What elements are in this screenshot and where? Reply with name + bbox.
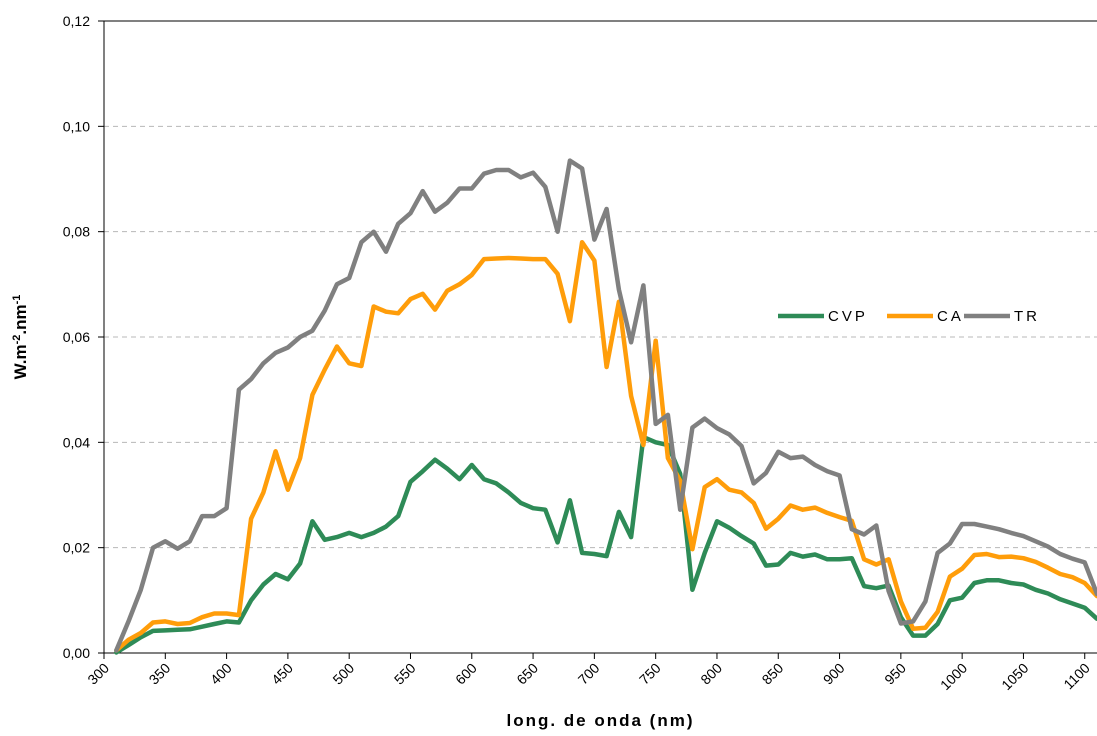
x-tick-label: 1000 — [937, 660, 970, 693]
y-axis-title: W.m-2.nm-1 — [11, 295, 30, 380]
legend-label-ca: CA — [937, 308, 964, 325]
ticks-layer: 0,00 0,02 0,04 0,06 0,08 0,10 0,12 300 350 400 450… — [63, 13, 1093, 693]
x-tick-label: 850 — [759, 660, 787, 688]
y-tick-label: 0,08 — [63, 224, 90, 240]
y-tick-label: 0,10 — [63, 118, 90, 134]
y-tick-label: 0,12 — [63, 13, 90, 29]
x-tick-label: 750 — [636, 660, 664, 688]
x-tick-label: 350 — [146, 660, 174, 688]
y-axis-title-sup1: -2 — [11, 335, 23, 345]
series-layer — [114, 158, 1097, 655]
x-tick-label: 550 — [391, 660, 419, 688]
series-line-tr — [114, 158, 1097, 653]
y-tick-label: 0,02 — [63, 540, 90, 556]
x-tick-label: 300 — [84, 660, 112, 688]
y-axis-title-mid: .nm — [11, 304, 30, 334]
x-tick-label: 900 — [820, 660, 848, 688]
y-tick-label: 0,00 — [63, 645, 90, 661]
legend-label-cvp: CVP — [828, 308, 868, 325]
x-tick-label: 700 — [575, 660, 603, 688]
x-tick-label: 400 — [207, 660, 235, 688]
y-tick-label: 0,06 — [63, 329, 90, 345]
y-axis-title-sup2: -1 — [11, 295, 23, 305]
x-tick-label: 1100 — [1060, 660, 1093, 693]
series-line-cvp — [114, 434, 1097, 655]
x-tick-label: 450 — [268, 660, 296, 688]
x-tick-label: 650 — [513, 660, 541, 688]
x-tick-label: 600 — [452, 660, 480, 688]
y-axis-title-main: W.m — [11, 344, 30, 379]
x-axis-title: long. de onda (nm) — [506, 711, 694, 730]
y-tick-label: 0,04 — [63, 434, 90, 450]
x-tick-label: 950 — [881, 660, 909, 688]
x-tick-label: 1050 — [998, 660, 1031, 693]
x-tick-label: 800 — [697, 660, 725, 688]
legend: CVP CA TR — [778, 308, 1040, 325]
x-tick-label: 500 — [329, 660, 357, 688]
grid-layer — [104, 125, 1097, 549]
legend-label-tr: TR — [1014, 308, 1040, 325]
series-line-ca — [114, 239, 1097, 653]
